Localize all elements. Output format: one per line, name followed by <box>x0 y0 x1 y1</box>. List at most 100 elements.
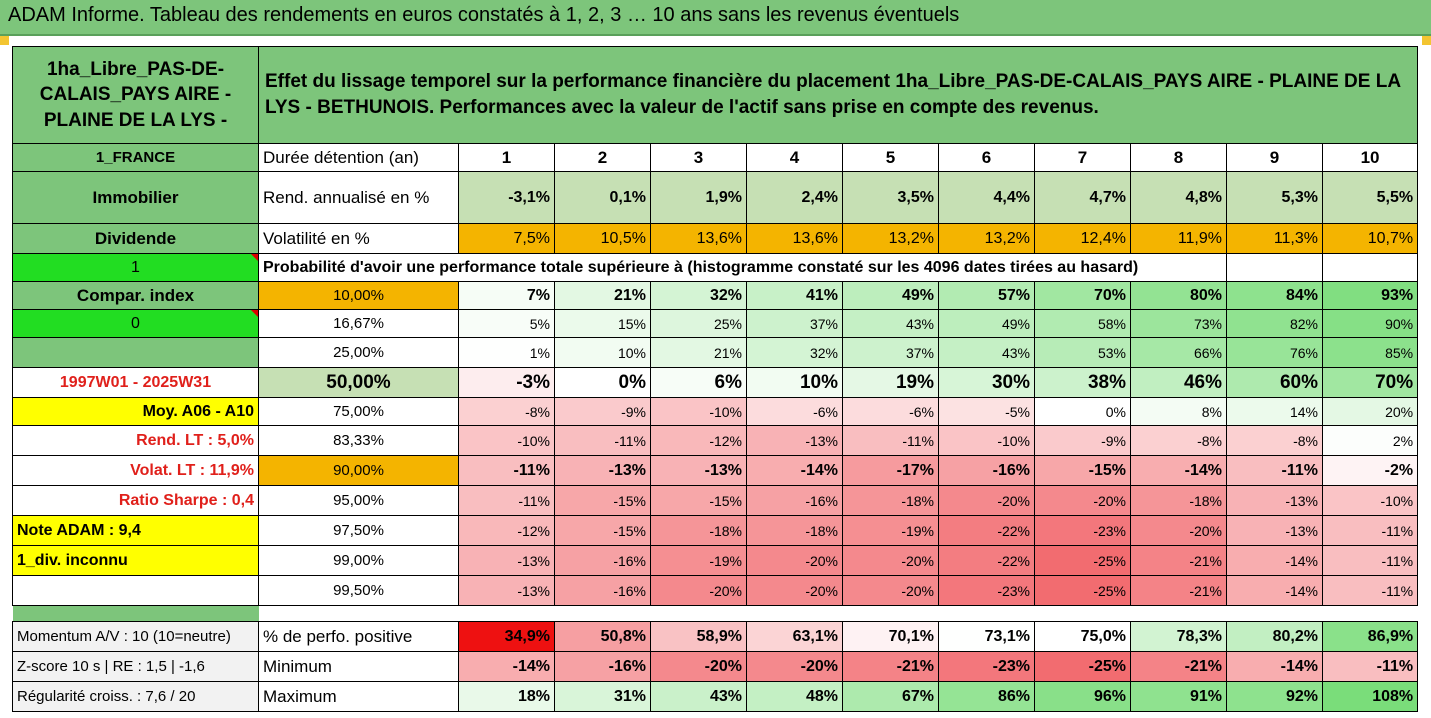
category-cell[interactable]: Immobilier <box>12 171 259 224</box>
prob-cell[interactable]: 76% <box>1226 337 1323 368</box>
threshold-cell[interactable]: 99,50% <box>258 575 459 606</box>
prob-cell[interactable]: 93% <box>1321 281 1419 310</box>
threshold-cell[interactable]: 90,00% <box>258 455 459 486</box>
prob-cell[interactable]: 43% <box>842 309 939 338</box>
side-info-cell[interactable]: Ratio Sharpe : 0,4 <box>12 485 259 516</box>
prob-cell[interactable]: -10% <box>458 425 555 456</box>
bottom-info-cell[interactable]: Z-score 10 s | RE : 1,5 | -1,6 <box>12 651 259 682</box>
threshold-cell[interactable]: 97,50% <box>258 515 459 546</box>
prob-cell[interactable]: -19% <box>650 545 747 576</box>
threshold-cell[interactable]: 10,00% <box>258 281 459 310</box>
prob-cell[interactable]: -23% <box>1034 515 1131 546</box>
prob-cell[interactable]: 70% <box>1034 281 1131 310</box>
stat-cell[interactable]: 18% <box>458 681 555 712</box>
bottom-info-cell[interactable]: Momentum A/V : 10 (10=neutre) <box>12 621 259 652</box>
threshold-cell[interactable]: 99,00% <box>258 545 459 576</box>
prob-cell[interactable]: -13% <box>650 455 747 486</box>
prob-cell[interactable]: 37% <box>842 337 939 368</box>
prob-cell[interactable]: -8% <box>1226 425 1323 456</box>
year-header-cell[interactable]: 9 <box>1226 143 1323 172</box>
prob-cell[interactable]: -20% <box>938 485 1035 516</box>
stat-cell[interactable]: 48% <box>746 681 843 712</box>
prob-cell[interactable]: -6% <box>746 397 843 426</box>
rend-cell[interactable]: 5,3% <box>1226 171 1323 224</box>
dividend-label-cell[interactable]: Dividende <box>12 223 259 254</box>
prob-cell[interactable]: 43% <box>938 337 1035 368</box>
prob-cell[interactable]: 21% <box>650 337 747 368</box>
prob-cell[interactable]: 70% <box>1321 367 1419 398</box>
prob-cell[interactable]: -8% <box>458 397 555 426</box>
prob-cell[interactable]: -17% <box>842 455 939 486</box>
prob-cell[interactable]: 49% <box>842 281 939 310</box>
prob-cell[interactable]: -14% <box>746 455 843 486</box>
row-label-cell[interactable]: Volatilité en % <box>258 223 459 254</box>
prob-cell[interactable]: 73% <box>1130 309 1227 338</box>
prob-cell[interactable]: -12% <box>650 425 747 456</box>
stat-cell[interactable]: 86,9% <box>1321 621 1419 652</box>
stat-cell[interactable]: 96% <box>1034 681 1131 712</box>
duration-label-cell[interactable]: Durée détention (an) <box>258 143 459 172</box>
vol-cell[interactable]: 10,5% <box>554 223 651 254</box>
prob-cell[interactable]: 20% <box>1321 397 1419 426</box>
prob-cell[interactable]: 21% <box>554 281 651 310</box>
prob-cell[interactable]: -3% <box>458 367 555 398</box>
prob-cell[interactable]: -14% <box>1226 575 1323 606</box>
stat-cell[interactable]: 73,1% <box>938 621 1035 652</box>
prob-cell[interactable]: -13% <box>458 545 555 576</box>
prob-cell[interactable]: -19% <box>842 515 939 546</box>
prob-cell[interactable]: -20% <box>746 575 843 606</box>
rend-cell[interactable]: 4,8% <box>1130 171 1227 224</box>
side-info-cell[interactable]: Compar. index <box>12 281 259 310</box>
vol-cell[interactable]: 11,3% <box>1226 223 1323 254</box>
prob-cell[interactable]: -18% <box>746 515 843 546</box>
side-info-cell[interactable] <box>12 575 259 606</box>
year-header-cell[interactable]: 4 <box>746 143 843 172</box>
prob-cell[interactable]: 0% <box>1034 397 1131 426</box>
side-info-cell[interactable] <box>12 337 259 368</box>
prob-cell[interactable]: -16% <box>554 545 651 576</box>
prob-cell[interactable]: 10% <box>746 367 843 398</box>
prob-cell[interactable]: 25% <box>650 309 747 338</box>
prob-cell[interactable]: -20% <box>842 575 939 606</box>
prob-cell[interactable]: -11% <box>1321 545 1419 576</box>
prob-cell[interactable]: 0% <box>554 367 651 398</box>
stat-cell[interactable]: -20% <box>650 651 747 682</box>
year-header-cell[interactable]: 10 <box>1321 143 1419 172</box>
rend-cell[interactable]: -3,1% <box>458 171 555 224</box>
row-label-cell[interactable]: Maximum <box>258 681 459 712</box>
prob-cell[interactable]: -15% <box>650 485 747 516</box>
year-header-cell[interactable]: 6 <box>938 143 1035 172</box>
side-info-cell[interactable]: 0 <box>12 309 259 338</box>
prob-cell[interactable]: -10% <box>650 397 747 426</box>
prob-cell[interactable]: 66% <box>1130 337 1227 368</box>
empty-cell[interactable] <box>1226 253 1323 282</box>
stat-cell[interactable]: -21% <box>842 651 939 682</box>
stat-cell[interactable]: -21% <box>1130 651 1227 682</box>
prob-cell[interactable]: -11% <box>554 425 651 456</box>
stat-cell[interactable]: -16% <box>554 651 651 682</box>
rend-cell[interactable]: 4,4% <box>938 171 1035 224</box>
prob-cell[interactable]: 15% <box>554 309 651 338</box>
threshold-cell[interactable]: 16,67% <box>258 309 459 338</box>
prob-cell[interactable]: -13% <box>1226 485 1323 516</box>
prob-cell[interactable]: -13% <box>1226 515 1323 546</box>
prob-cell[interactable]: -13% <box>746 425 843 456</box>
prob-cell[interactable]: 82% <box>1226 309 1323 338</box>
prob-cell[interactable]: 8% <box>1130 397 1227 426</box>
rend-cell[interactable]: 5,5% <box>1321 171 1419 224</box>
vol-cell[interactable]: 7,5% <box>458 223 555 254</box>
row-label-cell[interactable]: Minimum <box>258 651 459 682</box>
threshold-cell[interactable]: 50,00% <box>258 367 459 398</box>
prob-cell[interactable]: 6% <box>650 367 747 398</box>
stat-cell[interactable]: 108% <box>1321 681 1419 712</box>
country-cell[interactable]: 1_FRANCE <box>12 143 259 172</box>
prob-title-cell[interactable]: Probabilité d'avoir une performance tota… <box>258 253 1227 282</box>
stat-cell[interactable]: 75,0% <box>1034 621 1131 652</box>
rend-cell[interactable]: 2,4% <box>746 171 843 224</box>
threshold-cell[interactable]: 83,33% <box>258 425 459 456</box>
prob-cell[interactable]: 7% <box>458 281 555 310</box>
prob-cell[interactable]: -12% <box>458 515 555 546</box>
vol-cell[interactable]: 11,9% <box>1130 223 1227 254</box>
side-info-cell[interactable]: 1997W01 - 2025W31 <box>12 367 259 398</box>
vol-cell[interactable]: 13,2% <box>938 223 1035 254</box>
